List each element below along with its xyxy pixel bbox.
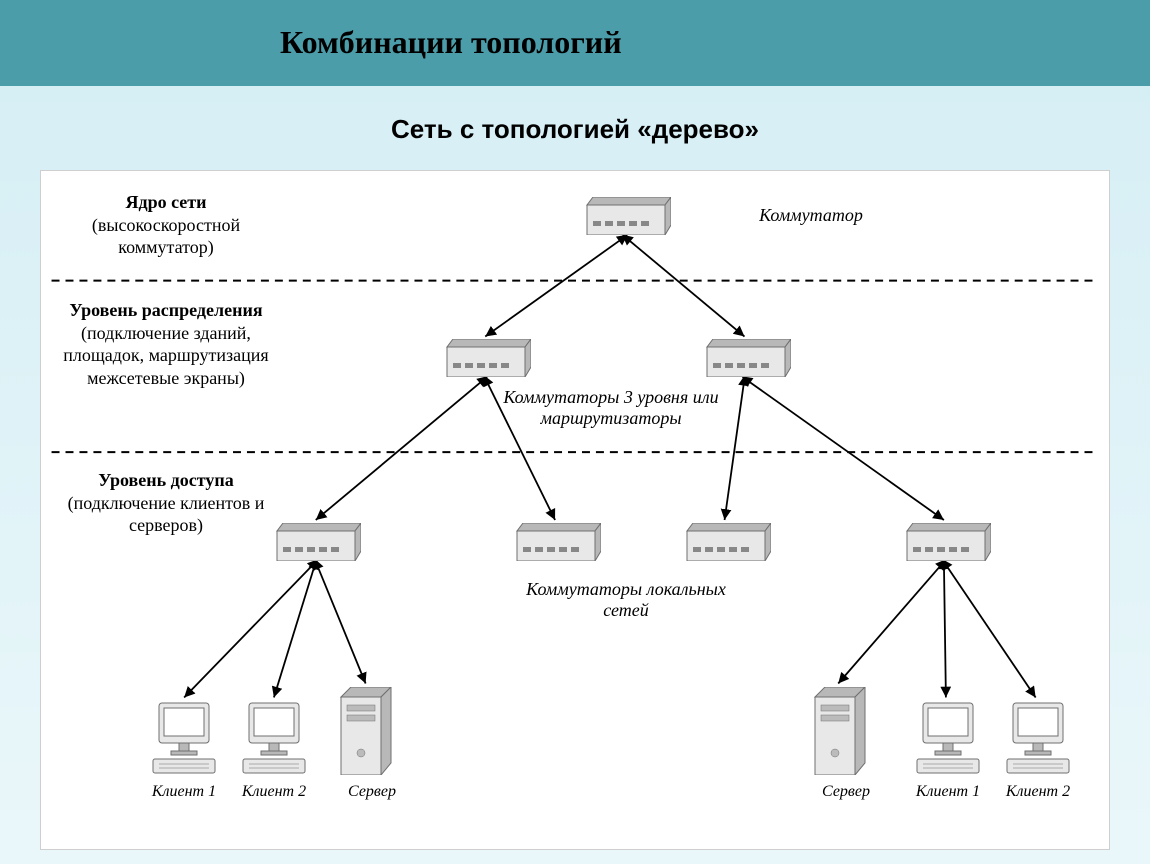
annotation-1: Коммутаторы 3 уровня или маршрутизаторы — [461, 387, 761, 429]
page-title: Комбинации топологий — [280, 24, 622, 61]
level-label-2: Уровень доступа(подключение клиентов и с… — [61, 469, 271, 537]
diagram-panel: Ядро сети(высокоскоростной коммутатор) Ур… — [40, 170, 1110, 850]
tower-rsrv — [811, 687, 869, 775]
client-label-3: Сервер — [803, 783, 889, 801]
switch-a4 — [901, 523, 991, 561]
client-label-0: Клиент 1 — [141, 783, 227, 801]
level-title-1: Уровень распределения — [61, 299, 271, 322]
level-subtitle-2: (подключение клиентов и серверов) — [61, 492, 271, 537]
client-label-2: Сервер — [329, 783, 415, 801]
switch-a1 — [271, 523, 361, 561]
switch-core — [581, 197, 671, 235]
switch-a3 — [681, 523, 771, 561]
pc-rpc2 — [1003, 701, 1073, 775]
diagram-inner: Ядро сети(высокоскоростной коммутатор) Ур… — [41, 171, 1109, 849]
level-subtitle-1: (подключение зданий, площадок, маршрутиз… — [61, 322, 271, 390]
switch-d1 — [441, 339, 531, 377]
header-bar: Комбинации топологий — [0, 0, 1150, 86]
level-subtitle-0: (высокоскоростной коммутатор) — [61, 214, 271, 259]
level-title-0: Ядро сети — [61, 191, 271, 214]
pc-lpc1 — [149, 701, 219, 775]
pc-lpc2 — [239, 701, 309, 775]
level-label-1: Уровень распределения(подключение зданий… — [61, 299, 271, 389]
level-label-0: Ядро сети(высокоскоростной коммутатор) — [61, 191, 271, 259]
diagram-title: Сеть с топологией «дерево» — [0, 114, 1150, 145]
client-label-5: Клиент 2 — [995, 783, 1081, 801]
annotation-2: Коммутаторы локальных сетей — [511, 579, 741, 621]
switch-a2 — [511, 523, 601, 561]
tower-lsrv — [337, 687, 395, 775]
client-label-1: Клиент 2 — [231, 783, 317, 801]
pc-rpc1 — [913, 701, 983, 775]
client-label-4: Клиент 1 — [905, 783, 991, 801]
switch-d2 — [701, 339, 791, 377]
level-title-2: Уровень доступа — [61, 469, 271, 492]
annotation-0: Коммутатор — [731, 205, 891, 226]
